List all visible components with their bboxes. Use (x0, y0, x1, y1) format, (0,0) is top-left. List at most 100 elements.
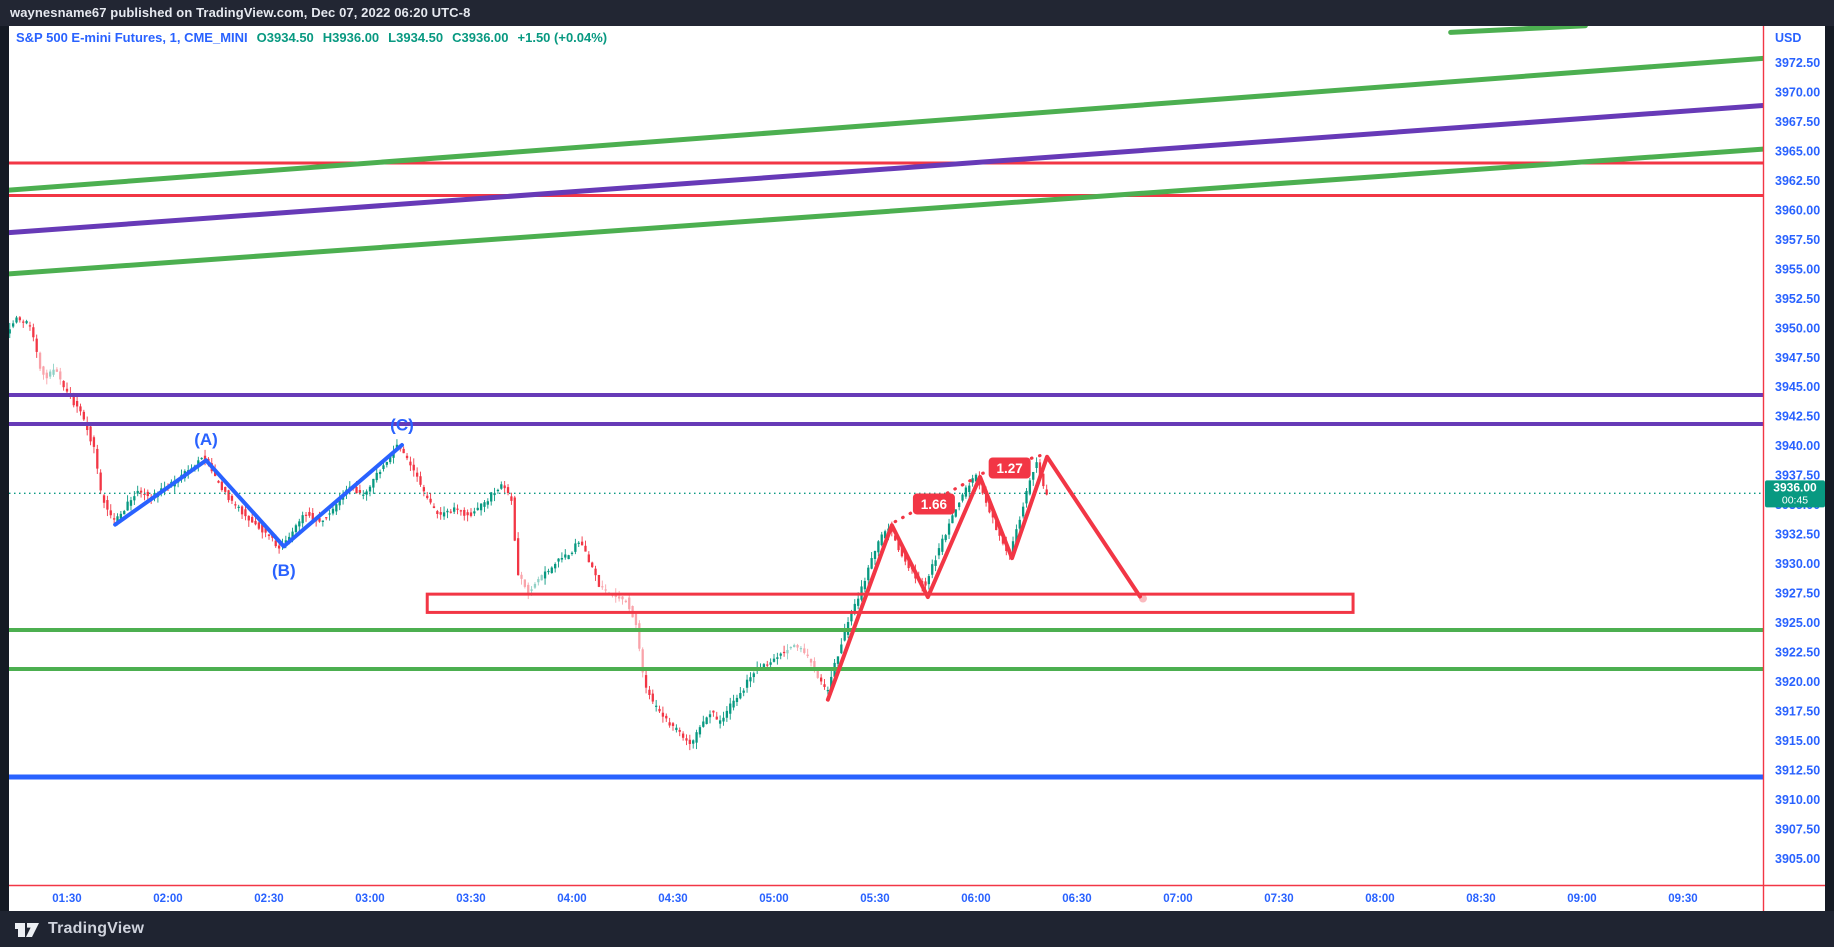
support-box[interactable] (425, 592, 1355, 614)
candle (22, 319, 25, 328)
candle (718, 715, 722, 729)
wave-label-(B)[interactable]: (B) (272, 561, 296, 580)
time-tick-label: 05:30 (860, 893, 889, 905)
candle (843, 623, 846, 642)
price-tick-label: 3942.50 (1775, 410, 1820, 424)
candle (368, 485, 372, 497)
price-tick-label: 3962.50 (1775, 174, 1820, 188)
candle (779, 652, 782, 660)
candle (954, 509, 957, 518)
candle (668, 717, 671, 728)
candle (931, 559, 934, 579)
trend-line-purple-trend[interactable] (9, 102, 1764, 236)
candle (79, 403, 82, 416)
plot-area[interactable]: (A) (B) (C) 1.66 1.27 (9, 26, 1764, 780)
candle (678, 727, 681, 737)
candle (143, 488, 146, 501)
price-axis[interactable]: USD 3972.50 3970.00 3967.50 3965.00 3962.50 39… (9, 26, 1825, 911)
candle (604, 584, 607, 594)
candle (601, 580, 604, 590)
wave-label-(C)[interactable]: (C) (390, 415, 414, 434)
candle (708, 710, 712, 724)
footer-bar: TradingView (0, 911, 1834, 947)
candle (82, 409, 85, 421)
time-tick-label: 06:00 (961, 893, 990, 905)
candle (968, 482, 971, 498)
time-tick-label: 03:30 (456, 893, 485, 905)
candle (109, 504, 112, 519)
tradingview-logo-icon[interactable] (14, 918, 40, 940)
blue-zigzag[interactable] (113, 442, 404, 549)
trend-line-green-trend-upper[interactable] (9, 55, 1764, 193)
price-tick-label: 3945.00 (1775, 380, 1820, 394)
candle (655, 699, 658, 712)
time-axis[interactable]: 01:30 02:00 02:30 03:00 03:30 04:00 04:30 05:00… (52, 893, 1697, 905)
candle (729, 697, 732, 720)
candle (1025, 488, 1028, 508)
candle (335, 503, 338, 515)
candle (651, 689, 654, 704)
currency-label: USD (1775, 31, 1801, 45)
candle (490, 491, 493, 506)
candle (89, 422, 92, 446)
time-tick-label: 06:30 (1062, 893, 1091, 905)
chart-canvas[interactable]: (A) (B) (C) 1.66 1.27 USD 3972.50 3970.00 3967.5… (9, 26, 1825, 911)
candle (793, 643, 796, 648)
tradingview-brand[interactable]: TradingView (48, 920, 145, 937)
chart-stage: S&P 500 E-mini Futures, 1, CME_MINI O3934… (9, 26, 1825, 911)
ratio-badge-1.66[interactable] (912, 493, 955, 515)
candle (681, 731, 685, 741)
close-value: 3936.00 (461, 30, 509, 45)
candle (554, 562, 557, 573)
candle (823, 678, 826, 690)
wave-label-(A)[interactable]: (A) (194, 430, 218, 449)
open-label: O (256, 30, 267, 45)
candle (725, 706, 729, 722)
fib-dotted-segment (893, 476, 977, 524)
candle (877, 540, 880, 557)
candle (510, 492, 513, 505)
candle (513, 495, 516, 542)
price-tick-label: 3917.50 (1775, 704, 1820, 718)
candle (405, 453, 409, 461)
candle (456, 504, 459, 515)
candle (961, 492, 964, 503)
candle (463, 507, 466, 521)
candle (624, 599, 628, 604)
symbol-title[interactable]: S&P 500 E-mini Futures, 1, CME_MINI (16, 30, 248, 45)
ratio-badge-1.27[interactable] (988, 457, 1031, 479)
candle (1021, 502, 1025, 519)
price-tick-label: 3955.00 (1775, 262, 1820, 276)
candle (230, 494, 234, 505)
candle (1045, 484, 1048, 496)
candle (217, 480, 220, 484)
candles-layer (9, 315, 1048, 751)
candle (59, 367, 62, 385)
red-zigzag[interactable] (825, 454, 1142, 702)
candle (584, 540, 587, 552)
candle (42, 365, 45, 380)
candle (648, 685, 651, 700)
price-tick-label: 3960.00 (1775, 203, 1820, 217)
candle (752, 671, 755, 683)
price-tick-label: 3972.50 (1775, 56, 1820, 70)
candle (873, 550, 877, 565)
candle (591, 561, 594, 568)
red-zigzag-endpoint (1138, 594, 1147, 603)
price-tick-label: 3965.00 (1775, 144, 1820, 158)
candle (469, 508, 473, 518)
trend-line-green-trend-lower[interactable] (9, 146, 1764, 277)
candle (621, 595, 624, 605)
candle (574, 538, 577, 555)
time-tick-label: 04:00 (557, 893, 586, 905)
candle (449, 508, 452, 514)
symbol-legend: S&P 500 E-mini Futures, 1, CME_MINI O3934… (16, 30, 607, 45)
candle (227, 489, 230, 503)
candle (863, 577, 867, 593)
candle (941, 534, 944, 555)
candle (867, 564, 870, 587)
candle (742, 688, 745, 697)
candle (597, 574, 601, 588)
trend-line-green-trend-top-segment[interactable] (1448, 26, 1588, 35)
candle (459, 509, 463, 516)
